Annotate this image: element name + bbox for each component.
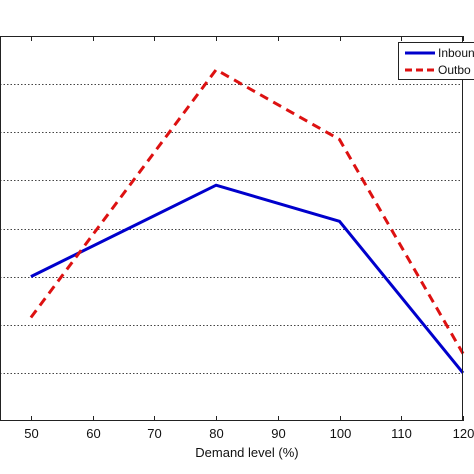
series-line-1: [29, 67, 465, 355]
x-tick-label: 70: [147, 426, 161, 441]
series-lines: [29, 67, 465, 374]
legend: Inboun Outbo: [398, 42, 474, 80]
x-tick-label: 80: [209, 426, 223, 441]
x-tick-label: 100: [330, 426, 352, 441]
x-tick-label: 90: [271, 426, 285, 441]
x-axis-ticks: 50 60 70 80 90 100 110 120: [24, 36, 474, 441]
gridlines: [0, 84, 463, 374]
legend-label-outbound: Outbo: [438, 63, 471, 77]
x-axis-title: Demand level (%): [195, 445, 298, 460]
x-tick-label: 120: [453, 426, 474, 441]
legend-label-inbound: Inboun: [438, 46, 474, 60]
plot-frame: [0, 36, 463, 421]
x-tick-label: 50: [24, 426, 38, 441]
series-line-0: [30, 183, 465, 374]
x-tick-label: 110: [391, 426, 412, 441]
legend-box: [398, 42, 474, 80]
x-tick-label: 60: [86, 426, 100, 441]
